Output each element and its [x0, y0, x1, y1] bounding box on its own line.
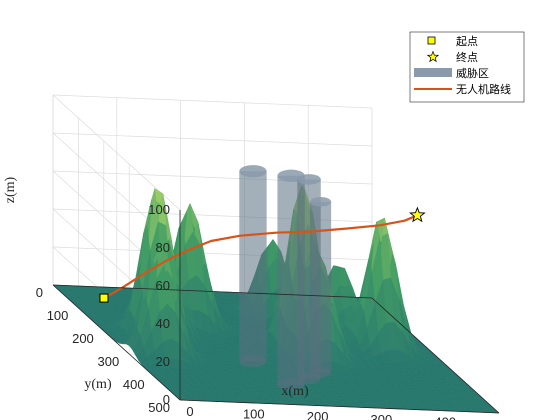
threat-zone-top [309, 197, 332, 207]
z-tick-label-2: 40 [156, 316, 170, 331]
x-tick-label-0: 0 [186, 404, 193, 419]
threat-zone-0 [239, 165, 267, 368]
start-point-marker [99, 293, 109, 303]
legend-start-label: 起点 [456, 35, 478, 48]
end-point-marker [409, 206, 426, 223]
z-tick-label-1: 20 [156, 354, 170, 369]
y-tick-label-1: 100 [47, 308, 69, 323]
x-ticks: 0 100 200 300 400 500 [186, 404, 519, 420]
x-axis-label: x(m) [281, 384, 309, 399]
threat-zone-top [239, 165, 267, 178]
threat-zone-3 [309, 197, 332, 378]
z-tick-label-0: 0 [163, 392, 170, 407]
route-markers [99, 206, 426, 303]
z-tick-label-3: 60 [156, 278, 170, 293]
legend-start-square [427, 36, 436, 45]
z-axis-label: z(m) [3, 176, 18, 203]
y-tick-label-2: 200 [72, 331, 94, 346]
y-tick-label-4: 400 [123, 377, 145, 392]
uav-route [103, 214, 418, 300]
legend: 起点 终点 威胁区 无人机路线 [409, 31, 525, 103]
z-tick-label-4: 80 [156, 240, 170, 255]
legend-end-label: 终点 [456, 50, 478, 64]
x-tick-label-2: 200 [307, 409, 329, 420]
x-tick-label-1: 100 [243, 407, 265, 420]
y-tick-label-0: 0 [36, 285, 43, 300]
grid-back-z-4 [52, 132, 373, 147]
y-tick-label-5: 500 [148, 400, 170, 415]
threat-zones [239, 165, 332, 391]
legend-threat-patch [414, 68, 452, 77]
threat-zone-base [239, 355, 267, 368]
grid-back-z-5 [52, 94, 373, 109]
x-tick-label-4: 400 [434, 414, 456, 420]
x-tick-label-3: 300 [371, 412, 393, 420]
grid-side-z-5 [52, 94, 181, 211]
uav-route-line [103, 214, 418, 300]
axis-line-0 [52, 284, 373, 299]
axis-line-3 [371, 297, 500, 414]
axis-line-4 [179, 399, 500, 414]
threat-zone-base [309, 368, 332, 378]
axis-line-1 [52, 284, 181, 401]
legend-end-star [426, 50, 440, 63]
z-tick-label-5: 100 [148, 202, 170, 217]
threat-zone-top [297, 174, 321, 185]
y-tick-label-3: 300 [97, 354, 119, 369]
threat-zone-body [239, 171, 267, 362]
axis-lines [52, 210, 500, 414]
legend-route-label: 无人机路线 [456, 82, 511, 96]
threat-zone-base [277, 378, 305, 391]
legend-threat-label: 威胁区 [456, 66, 489, 80]
z-ticks: 0 20 40 60 80 100 [148, 202, 170, 407]
y-axis-label: y(m) [84, 377, 112, 392]
threat-zone-body [309, 201, 332, 373]
x-tick-label-5: 500 [498, 417, 520, 420]
